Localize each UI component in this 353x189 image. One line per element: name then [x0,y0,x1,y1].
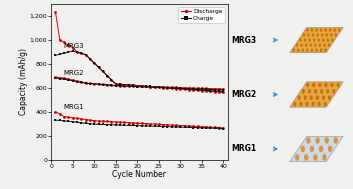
Circle shape [300,146,305,152]
Circle shape [311,48,313,52]
Circle shape [323,43,326,47]
Polygon shape [290,82,343,107]
Text: MRG3: MRG3 [231,36,256,45]
Circle shape [314,43,317,47]
X-axis label: Cycle Number: Cycle Number [113,170,166,179]
Circle shape [324,48,327,52]
Circle shape [298,95,301,100]
Circle shape [330,83,334,87]
Circle shape [315,48,318,52]
Circle shape [299,102,303,106]
Circle shape [308,89,311,94]
Circle shape [335,33,337,37]
Circle shape [305,102,309,106]
Circle shape [320,89,323,94]
Circle shape [324,83,328,87]
Circle shape [313,38,315,42]
Circle shape [296,43,298,47]
Circle shape [306,28,309,32]
Text: MRG1: MRG1 [63,104,84,110]
Circle shape [316,33,319,37]
Circle shape [331,38,334,42]
Text: MRG2: MRG2 [231,90,256,99]
Circle shape [293,102,297,106]
Circle shape [322,38,324,42]
Circle shape [320,48,322,52]
Circle shape [316,95,319,100]
Circle shape [309,38,311,42]
Circle shape [306,48,309,52]
Circle shape [310,95,313,100]
Circle shape [310,146,314,152]
Circle shape [313,154,318,161]
Circle shape [318,38,320,42]
Y-axis label: Capacity (mAh/g): Capacity (mAh/g) [19,48,28,115]
Circle shape [299,38,302,42]
Circle shape [314,89,317,94]
Circle shape [304,154,309,161]
Circle shape [312,102,315,106]
Circle shape [312,33,314,37]
Circle shape [295,154,299,161]
Circle shape [304,95,307,100]
Text: MRG3: MRG3 [63,43,84,49]
Circle shape [324,102,327,106]
Circle shape [318,102,321,106]
Text: MRG2: MRG2 [63,70,84,76]
Circle shape [322,95,325,100]
Circle shape [320,28,322,32]
Polygon shape [290,136,343,162]
Circle shape [319,146,323,152]
Circle shape [338,28,341,32]
Text: MRG1: MRG1 [231,144,256,153]
Circle shape [301,48,304,52]
Circle shape [305,43,307,47]
Circle shape [334,137,338,144]
Circle shape [324,28,327,32]
Circle shape [321,33,323,37]
Legend: Discharge, Charge: Discharge, Charge [178,7,225,23]
Circle shape [319,43,321,47]
Circle shape [332,89,335,94]
Circle shape [292,48,295,52]
Circle shape [303,33,305,37]
Circle shape [307,33,310,37]
Circle shape [328,146,333,152]
Circle shape [311,28,313,32]
Circle shape [329,28,331,32]
Circle shape [306,137,311,144]
Circle shape [327,38,329,42]
Circle shape [334,28,336,32]
Circle shape [325,33,328,37]
Polygon shape [290,27,343,53]
Circle shape [324,137,329,144]
Circle shape [306,83,309,87]
Circle shape [318,83,321,87]
Circle shape [336,83,340,87]
Circle shape [302,89,305,94]
Circle shape [297,48,299,52]
Circle shape [304,38,306,42]
Circle shape [300,43,303,47]
Circle shape [328,43,330,47]
Circle shape [315,137,320,144]
Circle shape [315,28,318,32]
Circle shape [326,89,329,94]
Circle shape [312,83,315,87]
Circle shape [322,154,327,161]
Circle shape [310,43,312,47]
Circle shape [328,95,331,100]
Circle shape [330,33,333,37]
